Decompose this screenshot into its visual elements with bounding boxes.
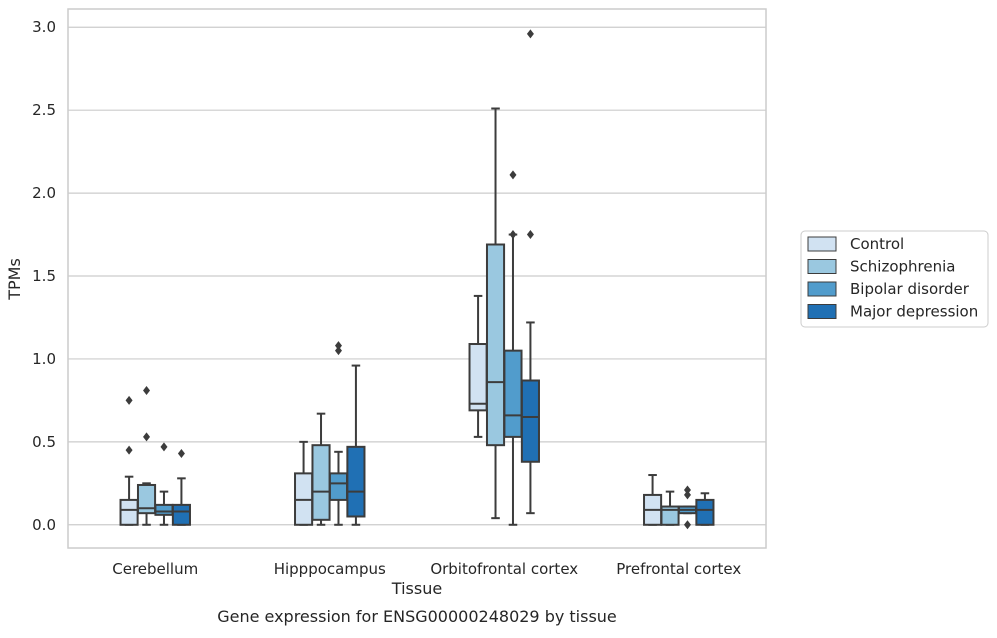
legend-swatch	[807, 304, 837, 319]
outlier-point	[160, 442, 168, 452]
box-control	[119, 395, 139, 526]
y-axis-label: TPMs	[5, 258, 24, 301]
box-schizophrenia	[485, 107, 506, 520]
box-control	[643, 474, 663, 526]
legend: Control Schizophrenia Bipolar disorder Majo…	[800, 230, 989, 328]
box-layer	[119, 29, 715, 530]
outlier-point	[334, 346, 342, 356]
box-iqr	[136, 483, 157, 515]
y-tick-label: 1.0	[32, 350, 56, 368]
x-tick-label: Cerebellum	[112, 560, 198, 578]
box-iqr	[328, 472, 349, 501]
x-tick-label: Orbitofrontal cortex	[430, 560, 578, 578]
box-iqr	[520, 379, 540, 463]
box-iqr	[311, 444, 331, 521]
y-tick-label: 3.0	[32, 18, 56, 36]
box-iqr	[119, 498, 139, 526]
box-major-depression	[346, 364, 366, 526]
box-major-depression	[520, 29, 540, 515]
outlier-point	[143, 432, 151, 442]
y-tick-label: 2.5	[32, 101, 56, 119]
box-bipolar-disorder	[503, 170, 523, 526]
outlier-point	[509, 230, 517, 240]
chart-caption: Gene expression for ENSG00000248029 by t…	[217, 607, 617, 626]
x-axis-label: Tissue	[391, 579, 442, 598]
box-iqr	[154, 503, 174, 516]
box-iqr	[695, 498, 715, 526]
box-schizophrenia	[136, 385, 157, 526]
box-bipolar-disorder	[328, 341, 349, 526]
box-major-depression	[695, 492, 715, 526]
box-iqr	[503, 349, 523, 438]
outlier-point	[334, 341, 342, 351]
legend-label: Major depression	[850, 303, 978, 321]
box-control	[468, 294, 488, 438]
outlier-point	[683, 485, 691, 495]
legend-label: Control	[850, 235, 904, 253]
outlier-point	[177, 448, 185, 458]
legend-label: Bipolar disorder	[850, 280, 970, 298]
box-bipolar-disorder	[677, 485, 698, 530]
box-control	[294, 440, 314, 526]
outlier-point	[125, 395, 133, 405]
x-tick-labels: Cerebellum Hipppocampus Orbitofrontal cort…	[112, 560, 741, 578]
grid-layer	[68, 26, 766, 526]
outlier-point	[143, 385, 151, 395]
legend-swatch	[807, 259, 837, 274]
y-tick-label: 0.5	[32, 433, 56, 451]
legend-label: Schizophrenia	[850, 258, 955, 276]
x-tick-label: Hipppocampus	[274, 560, 386, 578]
box-iqr	[485, 243, 506, 447]
box-iqr	[468, 343, 488, 412]
x-tick-label: Prefrontal cortex	[616, 560, 741, 578]
box-major-depression	[171, 448, 191, 526]
outlier-point	[526, 230, 534, 240]
outlier-point	[683, 490, 691, 500]
box-schizophrenia	[311, 412, 331, 526]
legend-swatch	[807, 236, 837, 252]
y-tick-labels: 0.0 0.5 1.0 1.5 2.0 2.5 3.0	[32, 18, 56, 534]
legend-frame	[800, 230, 989, 328]
box-schizophrenia	[660, 490, 680, 526]
outlier-point	[509, 170, 517, 180]
outlier-point	[526, 29, 534, 39]
outlier-point	[125, 445, 133, 455]
box-iqr	[171, 503, 191, 526]
y-tick-label: 1.5	[32, 267, 56, 285]
plot-frame	[67, 8, 767, 549]
y-tick-label: 0.0	[32, 516, 56, 534]
outlier-point	[683, 520, 691, 530]
legend-swatch	[807, 281, 837, 297]
box-bipolar-disorder	[154, 442, 174, 526]
box-iqr	[660, 505, 680, 526]
box-iqr	[346, 445, 366, 518]
y-tick-label: 2.0	[32, 184, 56, 202]
